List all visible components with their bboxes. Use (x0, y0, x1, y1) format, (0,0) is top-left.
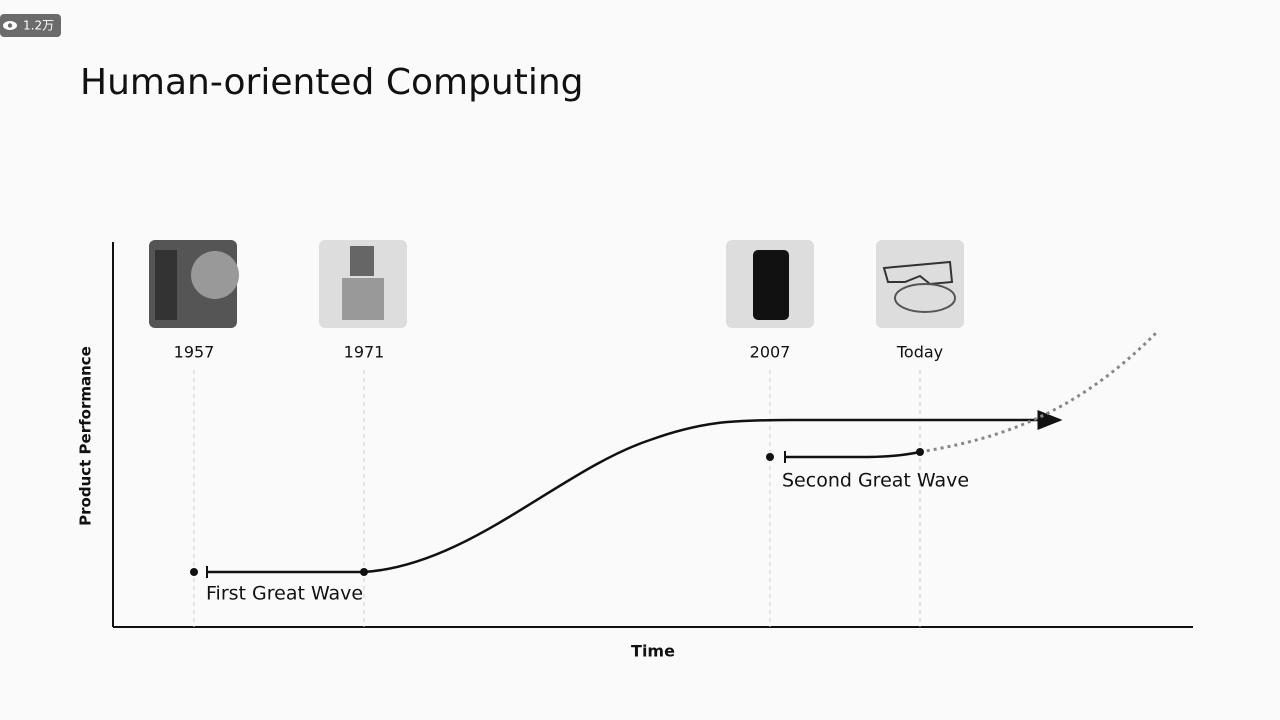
milestone-label: 1957 (174, 343, 215, 362)
wave-start-dot (766, 453, 774, 461)
x-axis-label: Time (631, 642, 675, 661)
wave-label: First Great Wave (206, 583, 363, 605)
photo-detail (155, 250, 177, 320)
wave-start-dot (190, 568, 198, 576)
wave-end-dot (360, 568, 368, 576)
s-curve (363, 410, 1063, 574)
wave-end-dot (916, 448, 924, 456)
view-count: 1.2万 (23, 19, 54, 33)
slide-title: Human-oriented Computing (80, 62, 584, 103)
photo-detail (191, 251, 239, 299)
view-badge (0, 14, 61, 37)
photo-detail (342, 278, 384, 320)
milestone-label: 1971 (344, 343, 385, 362)
milestone-label: Today (896, 343, 943, 362)
y-axis-label: Product Performance (77, 346, 95, 526)
milestone-label: 2007 (750, 343, 791, 362)
glasses-icon (894, 283, 956, 313)
milestone-guides (193, 370, 921, 627)
photo-detail (350, 246, 374, 276)
future-curve (919, 330, 1159, 454)
phone-icon (753, 250, 789, 320)
eye-pupil (7, 23, 13, 28)
glasses-icon (882, 260, 954, 286)
wave-line (785, 450, 921, 459)
wave-label: Second Great Wave (782, 470, 969, 492)
